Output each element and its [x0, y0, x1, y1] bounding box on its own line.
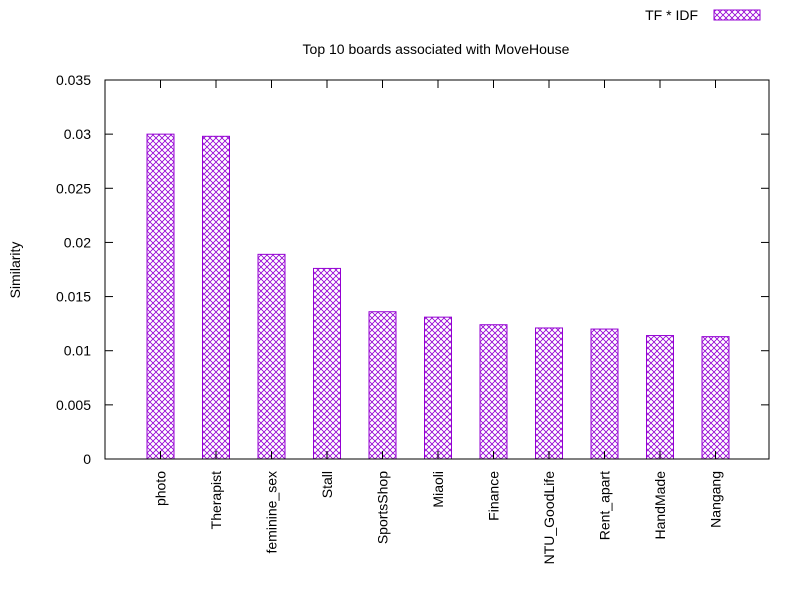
- x-tick-labels: photo Therapist feminine_sex Stall SportsSho…: [153, 80, 724, 564]
- x-tick-label: Miaoli: [430, 471, 446, 508]
- y-tick-label: 0.015: [56, 289, 91, 305]
- y-tick-label: 0.035: [56, 72, 91, 88]
- x-tick-label: feminine_sex: [264, 471, 280, 554]
- bar-feminine-sex: [257, 253, 286, 460]
- y-axis-label: Similarity: [7, 242, 23, 299]
- bar-ntu-goodlife: [535, 327, 563, 460]
- bar-finance: [479, 324, 508, 460]
- x-tick-label: Stall: [319, 471, 335, 498]
- bar-rent-apart: [590, 328, 619, 460]
- x-tick-label: Finance: [486, 471, 502, 521]
- bar-miaoli: [424, 316, 452, 460]
- bars-group: [146, 133, 730, 460]
- bar-photo: [146, 133, 175, 460]
- x-tick-label: NTU_GoodLife: [541, 471, 557, 565]
- bar-nangang: [701, 336, 730, 460]
- bar-sportsshop: [368, 311, 397, 460]
- x-tick-label: HandMade: [652, 471, 668, 540]
- y-tick-label: 0.005: [56, 397, 91, 413]
- x-tick-label: Rent_apart: [597, 471, 613, 540]
- chart-title: Top 10 boards associated with MoveHouse: [303, 41, 570, 57]
- x-tick-label: SportsShop: [375, 471, 391, 544]
- bar-stall: [313, 267, 341, 460]
- bar-therapist: [202, 135, 230, 460]
- y-ticks: 0 0.005 0.01 0.015 0.02 0.025 0.03 0.035: [56, 72, 769, 467]
- legend: TF * IDF: [645, 7, 761, 23]
- y-tick-label: 0.02: [64, 234, 91, 250]
- y-tick-label: 0: [83, 451, 91, 467]
- legend-swatch: [713, 9, 761, 21]
- y-tick-label: 0.025: [56, 180, 91, 196]
- x-tick-label: Therapist: [208, 471, 224, 529]
- y-tick-label: 0.03: [64, 126, 91, 142]
- bar-handmade: [646, 335, 674, 460]
- x-tick-label: photo: [153, 471, 169, 506]
- x-tick-label: Nangang: [708, 471, 724, 528]
- plot-frame: [104, 79, 770, 460]
- legend-label: TF * IDF: [645, 7, 698, 23]
- y-tick-label: 0.01: [64, 343, 91, 359]
